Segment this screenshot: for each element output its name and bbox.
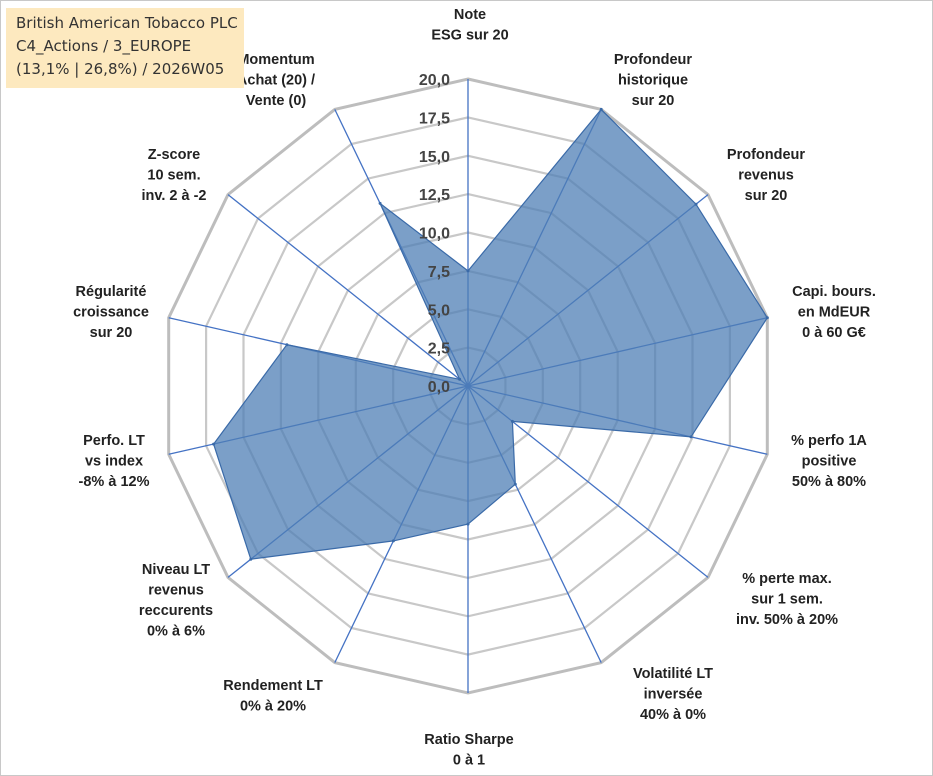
data-point: [466, 269, 470, 273]
radar-series: [212, 107, 769, 561]
data-point: [378, 201, 382, 205]
tick-label: 0,0: [428, 379, 450, 396]
category-label: Volatilité LT inversée 40% à 0%: [633, 666, 713, 723]
category-label: Régularité croissance sur 20: [73, 284, 149, 341]
data-point: [599, 107, 603, 111]
data-point: [466, 522, 470, 526]
axis-spoke: [227, 194, 469, 387]
category-label: Momentum Achat (20) / Vente (0): [237, 52, 315, 109]
data-point: [458, 377, 462, 381]
category-label: Niveau LT revenus reccurents 0% à 6%: [139, 562, 213, 640]
category-label: Capi. bours. en MdEUR 0 à 60 G€: [792, 284, 876, 341]
category-label: Ratio Sharpe 0 à 1: [424, 732, 513, 769]
category-label: % perte max. sur 1 sem. inv. 50% à 20%: [736, 571, 838, 628]
radial-tick-labels: 0,0 2,5 5,0 7,5 10,0 12,5 15,0 17,5 20,0: [419, 72, 450, 396]
data-point: [765, 316, 769, 320]
tick-label: 2,5: [428, 341, 450, 358]
data-point: [513, 482, 517, 486]
tick-label: 5,0: [428, 302, 450, 319]
company-name: British American Tobacco PLC: [16, 14, 238, 32]
category-labels: Note ESG sur 20 Profondeur historique sur 20…: [73, 7, 876, 769]
portfolio-path: C4_Actions / 3_EUROPE: [16, 37, 192, 55]
tick-label: 15,0: [419, 149, 450, 166]
data-point: [249, 557, 253, 561]
category-label: % perfo 1A positive 50% à 80%: [791, 433, 867, 490]
category-label: Perfo. LT vs index -8% à 12%: [79, 433, 150, 490]
tick-label: 12,5: [419, 187, 450, 204]
category-label: Z-score 10 sem. inv. 2 à -2: [141, 147, 206, 204]
tick-label: 20,0: [419, 72, 450, 89]
category-label: Profondeur revenus sur 20: [727, 147, 805, 204]
chart-title-box: British American Tobacco PLC C4_Actions …: [6, 8, 244, 88]
data-point: [391, 539, 395, 543]
tick-label: 7,5: [428, 264, 450, 281]
data-point: [689, 435, 693, 439]
stats-and-week: (13,1% | 26,8%) / 2026W05: [16, 60, 225, 78]
tick-label: 10,0: [419, 226, 450, 243]
tick-label: 17,5: [419, 110, 450, 127]
category-label: Note ESG sur 20: [431, 7, 508, 44]
data-point: [285, 343, 289, 347]
data-point: [510, 419, 514, 423]
category-label: Profondeur historique sur 20: [614, 52, 692, 109]
data-point: [212, 442, 216, 446]
category-label: Rendement LT 0% à 20%: [223, 678, 323, 715]
data-point: [694, 202, 698, 206]
